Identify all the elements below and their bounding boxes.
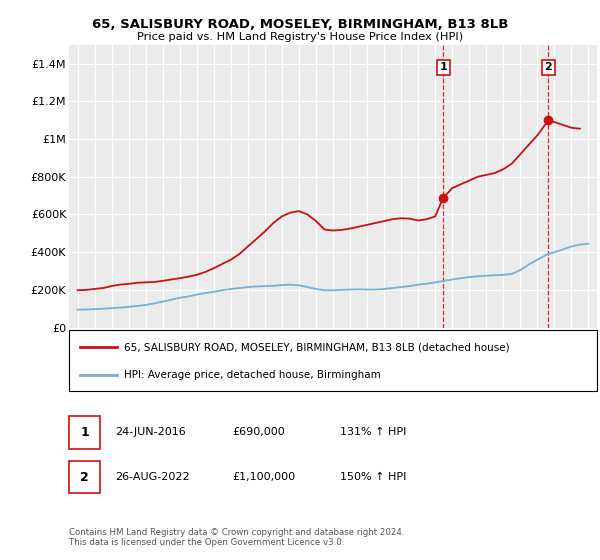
Text: 2: 2 [545,62,553,72]
FancyBboxPatch shape [69,330,597,391]
Text: Price paid vs. HM Land Registry's House Price Index (HPI): Price paid vs. HM Land Registry's House … [137,32,463,43]
Text: £1,100,000: £1,100,000 [232,472,295,482]
Text: HPI: Average price, detached house, Birmingham: HPI: Average price, detached house, Birm… [124,370,381,380]
Text: 24-JUN-2016: 24-JUN-2016 [115,427,186,437]
Text: 26-AUG-2022: 26-AUG-2022 [115,472,190,482]
Text: 2: 2 [80,470,89,484]
Text: 1: 1 [80,426,89,439]
Text: 150% ↑ HPI: 150% ↑ HPI [340,472,407,482]
Text: 65, SALISBURY ROAD, MOSELEY, BIRMINGHAM, B13 8LB: 65, SALISBURY ROAD, MOSELEY, BIRMINGHAM,… [92,18,508,31]
Text: Contains HM Land Registry data © Crown copyright and database right 2024.
This d: Contains HM Land Registry data © Crown c… [69,528,404,547]
Text: 65, SALISBURY ROAD, MOSELEY, BIRMINGHAM, B13 8LB (detached house): 65, SALISBURY ROAD, MOSELEY, BIRMINGHAM,… [124,342,510,352]
Text: £690,000: £690,000 [232,427,285,437]
Text: 131% ↑ HPI: 131% ↑ HPI [340,427,407,437]
Text: 1: 1 [439,62,447,72]
